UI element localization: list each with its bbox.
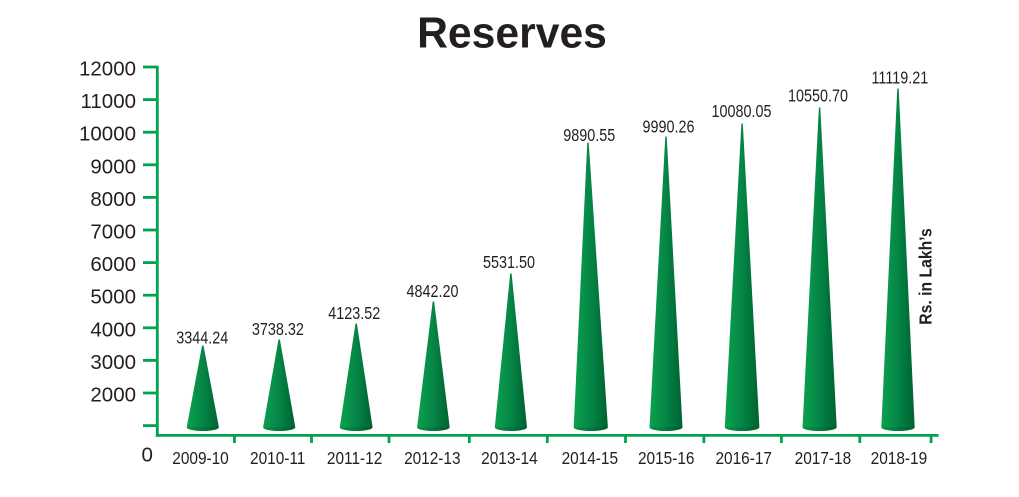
svg-text:10080.05: 10080.05 <box>711 102 771 122</box>
svg-text:2017-18: 2017-18 <box>795 449 851 468</box>
svg-text:5531.50: 5531.50 <box>483 253 535 273</box>
svg-text:10550.70: 10550.70 <box>788 86 848 106</box>
svg-text:4000: 4000 <box>90 318 136 341</box>
svg-text:9890.55: 9890.55 <box>563 126 615 146</box>
svg-text:2012-13: 2012-13 <box>404 449 460 468</box>
svg-text:0: 0 <box>141 444 152 467</box>
svg-text:3344.24: 3344.24 <box>176 328 228 348</box>
svg-text:4842.20: 4842.20 <box>407 282 459 302</box>
svg-text:2016-17: 2016-17 <box>715 449 771 468</box>
svg-text:4123.52: 4123.52 <box>328 304 380 324</box>
svg-text:2013-14: 2013-14 <box>481 449 537 468</box>
svg-text:7000: 7000 <box>90 221 136 244</box>
svg-text:Rs. in Lakh’s: Rs. in Lakh’s <box>916 228 936 324</box>
svg-text:2009-10: 2009-10 <box>172 449 228 468</box>
svg-text:9990.26: 9990.26 <box>643 117 695 137</box>
svg-text:11119.21: 11119.21 <box>872 68 929 88</box>
svg-text:2014-15: 2014-15 <box>562 449 618 468</box>
svg-text:10000: 10000 <box>79 123 136 146</box>
svg-text:5000: 5000 <box>90 286 136 309</box>
svg-text:2000: 2000 <box>90 384 136 407</box>
svg-text:12000: 12000 <box>79 58 136 81</box>
svg-text:2018-19: 2018-19 <box>871 449 927 468</box>
svg-text:11000: 11000 <box>81 90 136 113</box>
svg-text:2011-12: 2011-12 <box>327 449 382 468</box>
svg-text:9000: 9000 <box>90 155 136 178</box>
svg-text:Reserves: Reserves <box>417 9 607 58</box>
svg-text:8000: 8000 <box>90 188 136 211</box>
svg-text:2010-11: 2010-11 <box>250 449 305 468</box>
svg-text:3000: 3000 <box>90 351 136 374</box>
svg-text:6000: 6000 <box>90 253 136 276</box>
svg-text:3738.32: 3738.32 <box>252 320 304 340</box>
svg-text:2015-16: 2015-16 <box>638 449 694 468</box>
